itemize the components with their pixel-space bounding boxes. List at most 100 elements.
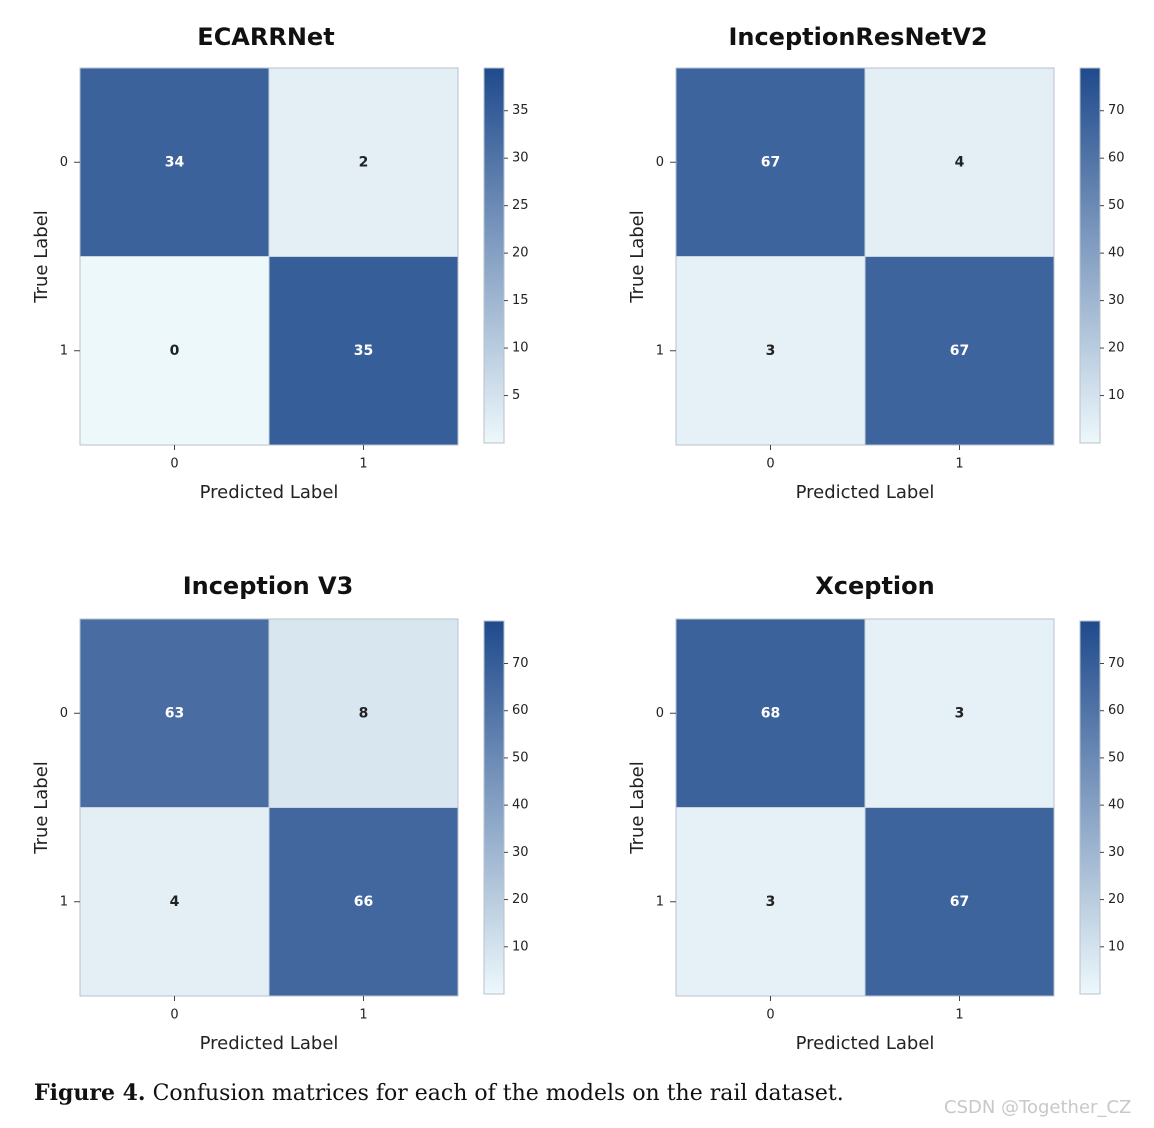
x-tick-label: 1	[359, 1008, 367, 1023]
colorbar-tick-label: 60	[512, 703, 529, 718]
heatmap-frame	[79, 67, 459, 446]
x-tick-label: 1	[955, 457, 963, 472]
heatmap-frame	[79, 618, 459, 997]
x-tick-label: 0	[170, 1008, 178, 1023]
x-tick-label: 1	[359, 457, 367, 472]
colorbar	[483, 67, 505, 444]
x-tick-label: 1	[955, 1008, 963, 1023]
colorbar-tick-label: 20	[512, 892, 529, 907]
x-axis-label: Predicted Label	[796, 482, 935, 503]
y-tick-label: 1	[60, 343, 68, 358]
y-axis-label: True Label	[31, 761, 52, 855]
colorbar-tick-label: 30	[512, 845, 529, 860]
colorbar-tick-label: 15	[512, 293, 529, 308]
colorbar-tick-label: 20	[1108, 341, 1125, 356]
colorbar-tick-label: 10	[1108, 939, 1125, 954]
heatmap-cell	[79, 256, 270, 446]
colorbar-tick-label: 40	[1108, 798, 1125, 813]
heatmap-cell	[268, 618, 459, 808]
heatmap-frame	[675, 67, 1055, 446]
heatmap-cell	[675, 67, 866, 257]
colorbar	[1079, 67, 1101, 444]
chart-title: InceptionResNetV2	[728, 23, 987, 51]
colorbar	[483, 620, 505, 995]
cell-value-label: 3	[955, 705, 965, 721]
colorbar-tick-label: 50	[1108, 750, 1125, 765]
colorbar-tick-label: 70	[1108, 103, 1125, 118]
heatmap-cell	[675, 618, 866, 808]
caption-label: Figure 4.	[34, 1080, 146, 1106]
colorbar-tick-label: 40	[1108, 246, 1125, 261]
heatmap-cell	[675, 256, 866, 446]
cell-value-label: 3	[766, 894, 776, 910]
colorbar-tick-label: 20	[1108, 892, 1125, 907]
heatmap-cell	[268, 67, 459, 257]
colorbar-tick-label: 35	[512, 103, 529, 118]
cell-value-label: 67	[761, 154, 780, 170]
colorbar-tick-label: 30	[1108, 293, 1125, 308]
colorbar-tick-label: 60	[1108, 703, 1125, 718]
y-tick-label: 0	[656, 706, 664, 721]
y-tick-label: 1	[656, 343, 664, 358]
chart-title: ECARRNet	[197, 23, 334, 51]
colorbar-tick-label: 50	[512, 750, 529, 765]
cell-value-label: 68	[761, 705, 780, 721]
colorbar-tick-label: 10	[1108, 388, 1125, 403]
cell-value-label: 3	[766, 343, 776, 359]
colorbar-tick-label: 70	[1108, 656, 1125, 671]
y-axis-label: True Label	[627, 761, 648, 855]
x-axis-label: Predicted Label	[796, 1033, 935, 1054]
heatmap-cell	[79, 67, 270, 257]
caption-text: Confusion matrices for each of the model…	[152, 1081, 844, 1106]
colorbar-tick-label: 70	[512, 656, 529, 671]
colorbar-tick-label: 60	[1108, 151, 1125, 166]
colorbar-tick-label: 40	[512, 798, 529, 813]
x-tick-label: 0	[170, 457, 178, 472]
heatmap-cell	[268, 807, 459, 997]
heatmap-cell	[864, 807, 1055, 997]
colorbar-tick-label: 10	[512, 341, 529, 356]
colorbar-tick-label: 5	[512, 388, 520, 403]
colorbar-tick-label: 25	[512, 198, 529, 213]
y-tick-label: 0	[656, 155, 664, 170]
cell-value-label: 63	[165, 705, 184, 721]
y-tick-label: 0	[60, 155, 68, 170]
heatmap-cell	[268, 256, 459, 446]
heatmap-frame	[675, 618, 1055, 997]
figure-caption: Figure 4. Confusion matrices for each of…	[34, 1080, 844, 1106]
heatmap-cell	[79, 618, 270, 808]
cell-value-label: 35	[354, 343, 373, 359]
chart-title: Xception	[815, 572, 934, 600]
heatmap-cell	[864, 618, 1055, 808]
colorbar	[1079, 620, 1101, 995]
y-axis-label: True Label	[31, 210, 52, 304]
cell-value-label: 4	[955, 154, 965, 170]
x-tick-label: 0	[766, 457, 774, 472]
heatmap-cell	[675, 807, 866, 997]
chart-panel-4: Xception 68 3 3 67 0 10 1 Predicted Label True La…	[627, 572, 1125, 1054]
cell-value-label: 34	[165, 154, 185, 170]
colorbar-tick-label: 50	[1108, 198, 1125, 213]
x-axis-label: Predicted Label	[200, 482, 339, 503]
cell-value-label: 67	[950, 343, 969, 359]
y-tick-label: 1	[60, 894, 68, 909]
x-axis-label: Predicted Label	[200, 1033, 339, 1054]
y-axis-label: True Label	[627, 210, 648, 304]
cell-value-label: 2	[359, 154, 369, 170]
cell-value-label: 8	[359, 705, 369, 721]
colorbar-tick-label: 30	[512, 151, 529, 166]
cell-value-label: 0	[170, 343, 180, 359]
colorbar-tick-label: 30	[1108, 845, 1125, 860]
colorbar-tick-label: 10	[512, 939, 529, 954]
chart-title: Inception V3	[183, 572, 354, 600]
cell-value-label: 4	[170, 894, 180, 910]
x-tick-label: 0	[766, 1008, 774, 1023]
colorbar-tick-label: 20	[512, 246, 529, 261]
cell-value-label: 67	[950, 894, 969, 910]
watermark: CSDN @Together_CZ	[944, 1097, 1132, 1118]
cell-value-label: 66	[354, 894, 373, 910]
y-tick-label: 0	[60, 706, 68, 721]
